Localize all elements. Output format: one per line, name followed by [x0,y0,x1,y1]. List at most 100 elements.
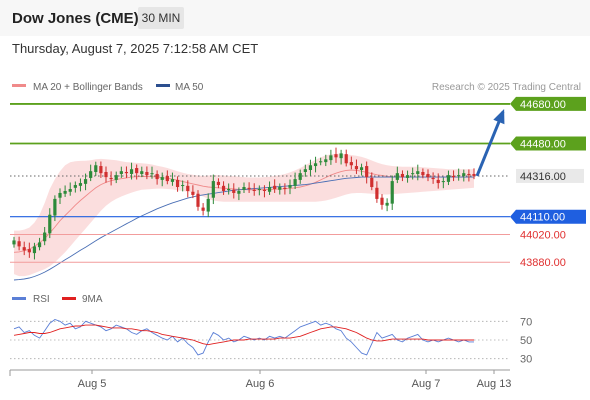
candle [216,181,221,186]
instrument-title: Dow Jones (CME) [12,10,139,27]
projection-arrow-head [493,109,505,125]
candle [283,187,287,189]
candle [359,167,364,171]
candle [400,173,405,178]
candle [114,175,118,180]
candle [99,166,103,174]
last-price-tag [516,168,584,183]
candle [375,187,379,199]
candle [201,207,205,211]
candle [94,165,98,172]
candle [211,181,215,198]
timeframe-button[interactable]: 30 MIN [138,7,184,29]
projection-layer [475,109,505,177]
candle [22,247,26,251]
target-label-0: 44680.00 [520,99,566,111]
candle [457,175,461,177]
candle [262,189,267,191]
candle [27,249,31,253]
candle [78,183,83,186]
candle [308,165,313,171]
candle [43,232,47,242]
rsi-tick-label: 70 [520,316,532,328]
candle [431,177,435,180]
candle [206,198,210,212]
candles-layer [12,147,476,260]
candle [313,163,318,167]
candle [344,154,348,164]
candle [145,171,149,176]
candle [175,179,180,188]
candle [32,246,37,254]
candle [426,173,430,178]
candle [298,173,302,180]
candle [247,187,251,189]
candle [303,169,307,172]
projection-arrow-shaft [475,111,505,177]
candle [421,171,425,176]
ma9-legend-label: 9MA [82,294,103,305]
rsi-panel: 70 50 30 [10,316,532,366]
candle [37,242,42,248]
bollinger-band-layer [14,153,474,277]
candle [288,185,292,188]
bollinger-band [14,153,474,277]
candle [365,166,369,178]
candle [181,185,185,187]
target-tag-1 [510,136,586,151]
target-tag-0 [510,96,586,111]
candle [170,179,175,182]
candle [395,173,399,180]
candle [109,177,113,180]
time-axis: Aug 5 Aug 6 Aug 7 Aug 13 [9,369,511,390]
x-tick-label: Aug 6 [246,378,275,390]
candle [12,240,16,245]
candle [385,202,389,206]
candle [278,187,282,190]
candle [191,191,195,195]
candle [472,173,476,176]
candle [339,153,343,159]
last-price-label: 44316.00 [520,171,566,183]
candle [446,175,451,182]
candle [73,185,77,188]
candle [129,169,134,174]
candle [380,197,384,205]
report-datetime: Thursday, August 7, 2025 7:12:58 AM CET [12,41,259,56]
candle [237,190,241,194]
rsi-legend-swatch [12,297,26,300]
candle [104,171,108,178]
candle [273,185,277,189]
candle [150,173,154,175]
candle [196,193,200,207]
header-bar: Dow Jones (CME) 30 MIN [0,0,590,36]
candle [83,179,88,184]
candle [411,173,415,175]
candle [165,175,169,182]
candle [462,173,466,176]
candle [68,189,72,192]
candle [135,168,139,174]
ma20-legend-label: MA 20 + Bollinger Bands [33,82,143,93]
candle [293,179,297,186]
ma9-legend-swatch [62,297,76,300]
candle [390,181,394,204]
rsi-legend-label: RSI [33,294,50,305]
candle [467,173,471,176]
x-tick-label: Aug 7 [412,378,441,390]
rsi-line [13,318,474,356]
candle [349,162,353,166]
candle [221,185,226,191]
target-label-1: 44480.00 [520,138,566,150]
credit-text: Research © 2025 Trading Central [432,82,581,93]
support2-label-5: 43880.00 [520,257,566,269]
candle [405,175,410,178]
level-tags-layer: 44680.00 44480.00 44316.00 44110.00 44020.00… [510,96,586,269]
candle [436,179,440,184]
candle [252,189,256,191]
x-tick-label: Aug 5 [78,378,107,390]
candle [257,189,261,190]
candle [227,189,231,190]
